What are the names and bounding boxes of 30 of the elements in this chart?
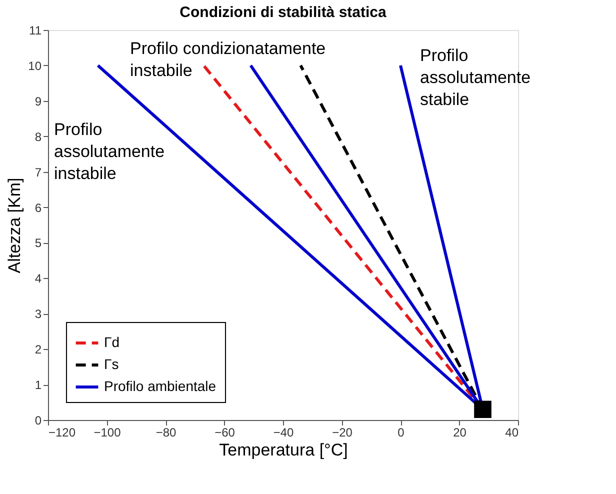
y-tick-label: 3 xyxy=(34,307,42,322)
y-tick-label: 11 xyxy=(29,24,42,38)
x-tick-label: 0 xyxy=(398,426,405,440)
x-tick-label: 20 xyxy=(453,426,467,440)
y-tick-label: 6 xyxy=(34,200,42,215)
x-tick-label: −40 xyxy=(273,426,294,440)
annotation: Profilo condizionatamente instabile xyxy=(130,39,326,80)
x-axis-title: Temperatura [°C] xyxy=(219,440,348,460)
x-tick-label: −100 xyxy=(94,426,122,440)
y-tick-label: 7 xyxy=(34,165,42,180)
annotation: Profilo assolutamente stabile xyxy=(420,46,531,109)
x-tick-label: −120 xyxy=(48,426,76,440)
y-tick-label: 1 xyxy=(34,378,42,392)
x-tick-label: −20 xyxy=(332,426,353,440)
legend-label: Γd xyxy=(104,334,120,350)
y-tick-label: 0 xyxy=(34,414,42,428)
y-tick-label: 5 xyxy=(34,236,42,250)
x-tick-label: −60 xyxy=(214,426,236,440)
y-axis-title: Altezza [Km] xyxy=(5,178,24,274)
legend-label: Profilo ambientale xyxy=(104,378,216,394)
x-tick-label: 40 xyxy=(505,426,519,440)
y-tick-label: 4 xyxy=(34,272,42,286)
y-tick-label: 9 xyxy=(34,94,42,108)
x-tick-label: −80 xyxy=(156,426,176,440)
y-tick-label: 8 xyxy=(34,130,42,144)
y-tick-label: 2 xyxy=(34,342,42,357)
legend-label: Γs xyxy=(104,356,119,372)
chart-title: Condizioni di stabilità statica xyxy=(180,4,387,21)
y-tick-label: 10 xyxy=(28,58,42,73)
annotation: Profilo assolutamente instabile xyxy=(54,120,165,183)
